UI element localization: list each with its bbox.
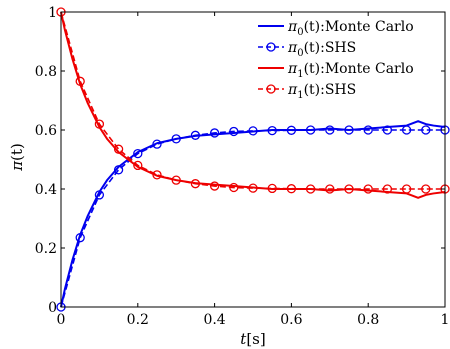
x-axis-label-unit: [s] [246,330,265,348]
data-point [325,125,335,135]
data-point [190,179,201,189]
y-axis-label-arg: (t) [8,143,26,161]
data-point [305,184,316,194]
y-axis-label-main: π [8,160,26,172]
x-tick-label: 0.4 [203,312,225,328]
data-point [152,139,162,149]
data-point [325,184,335,194]
x-axis-label: t[s] [240,330,265,348]
data-point [113,144,124,154]
y-tick-label: 0.8 [35,64,57,80]
x-tick-label: 0.8 [357,312,379,328]
series-line [60,11,445,190]
series-line [60,11,446,199]
data-point [75,76,85,86]
x-tick-label: 0 [57,312,66,328]
legend-label: π1(t):Monte Carlo [287,61,414,80]
data-point [382,125,393,135]
legend-label: π0(t):SHS [287,40,356,59]
y-tick-label: 0.6 [35,123,57,139]
data-point [267,125,277,136]
data-point [344,184,354,194]
series-line [60,120,446,308]
y-tick-label: 0 [48,300,57,316]
tick-labels: 0 0.2 0.4 0.6 0.8 1 0 0.2 0.4 0.6 0.8 1 [35,5,450,328]
data-point [421,184,431,194]
data-point [344,125,354,135]
y-axis-label: π(t) [8,143,26,172]
data-point [286,184,297,194]
x-tick-label: 1 [441,312,450,328]
data-point [382,184,393,194]
data-point [133,148,143,159]
series-2 [56,125,450,312]
x-tick-label: 0.2 [127,312,149,328]
data-point [401,184,412,194]
legend-item-1: π0(t):Monte Carlo [258,19,414,38]
data-point [286,125,297,135]
data-point [190,130,201,140]
series-1 [60,120,446,308]
legend-label: π0(t):Monte Carlo [287,19,414,38]
data-point [75,233,85,243]
x-tick-label: 0.6 [280,312,302,328]
data-point [248,126,258,136]
legend-item-4: π1(t):SHS [258,82,356,101]
legend: π0(t):Monte Carlo π0(t):SHS π1(t):Monte Ca… [258,19,414,101]
series-3 [60,11,446,199]
data-point [94,119,105,129]
data-point [229,126,239,137]
data-point [305,125,316,135]
data-point [171,175,181,185]
data-point [171,134,181,144]
series-4 [56,7,450,194]
data-point [209,181,220,191]
data-point [94,190,105,200]
legend-label: π1(t):SHS [287,82,356,101]
data-point [229,182,239,193]
legend-item-2: π0(t):SHS [258,40,356,59]
x-axis-label-main: t [240,330,247,348]
axes-layer [60,11,446,308]
legend-marker [266,42,276,52]
legend-marker [266,84,276,94]
data-point [113,165,124,175]
plot-frame [60,11,446,308]
y-tick-label: 0.2 [35,241,57,257]
series-layer [56,7,450,312]
data-point [421,125,431,135]
data-point [363,125,373,135]
data-point [401,125,412,135]
data-point [133,160,143,171]
y-tick-label: 0.4 [35,182,57,198]
data-point [152,170,162,180]
data-point [209,128,220,138]
data-point [267,183,277,194]
series-line [60,129,445,308]
data-point [363,184,373,194]
y-tick-label: 1 [48,5,57,21]
data-point [248,183,258,193]
legend-item-3: π1(t):Monte Carlo [258,61,414,80]
